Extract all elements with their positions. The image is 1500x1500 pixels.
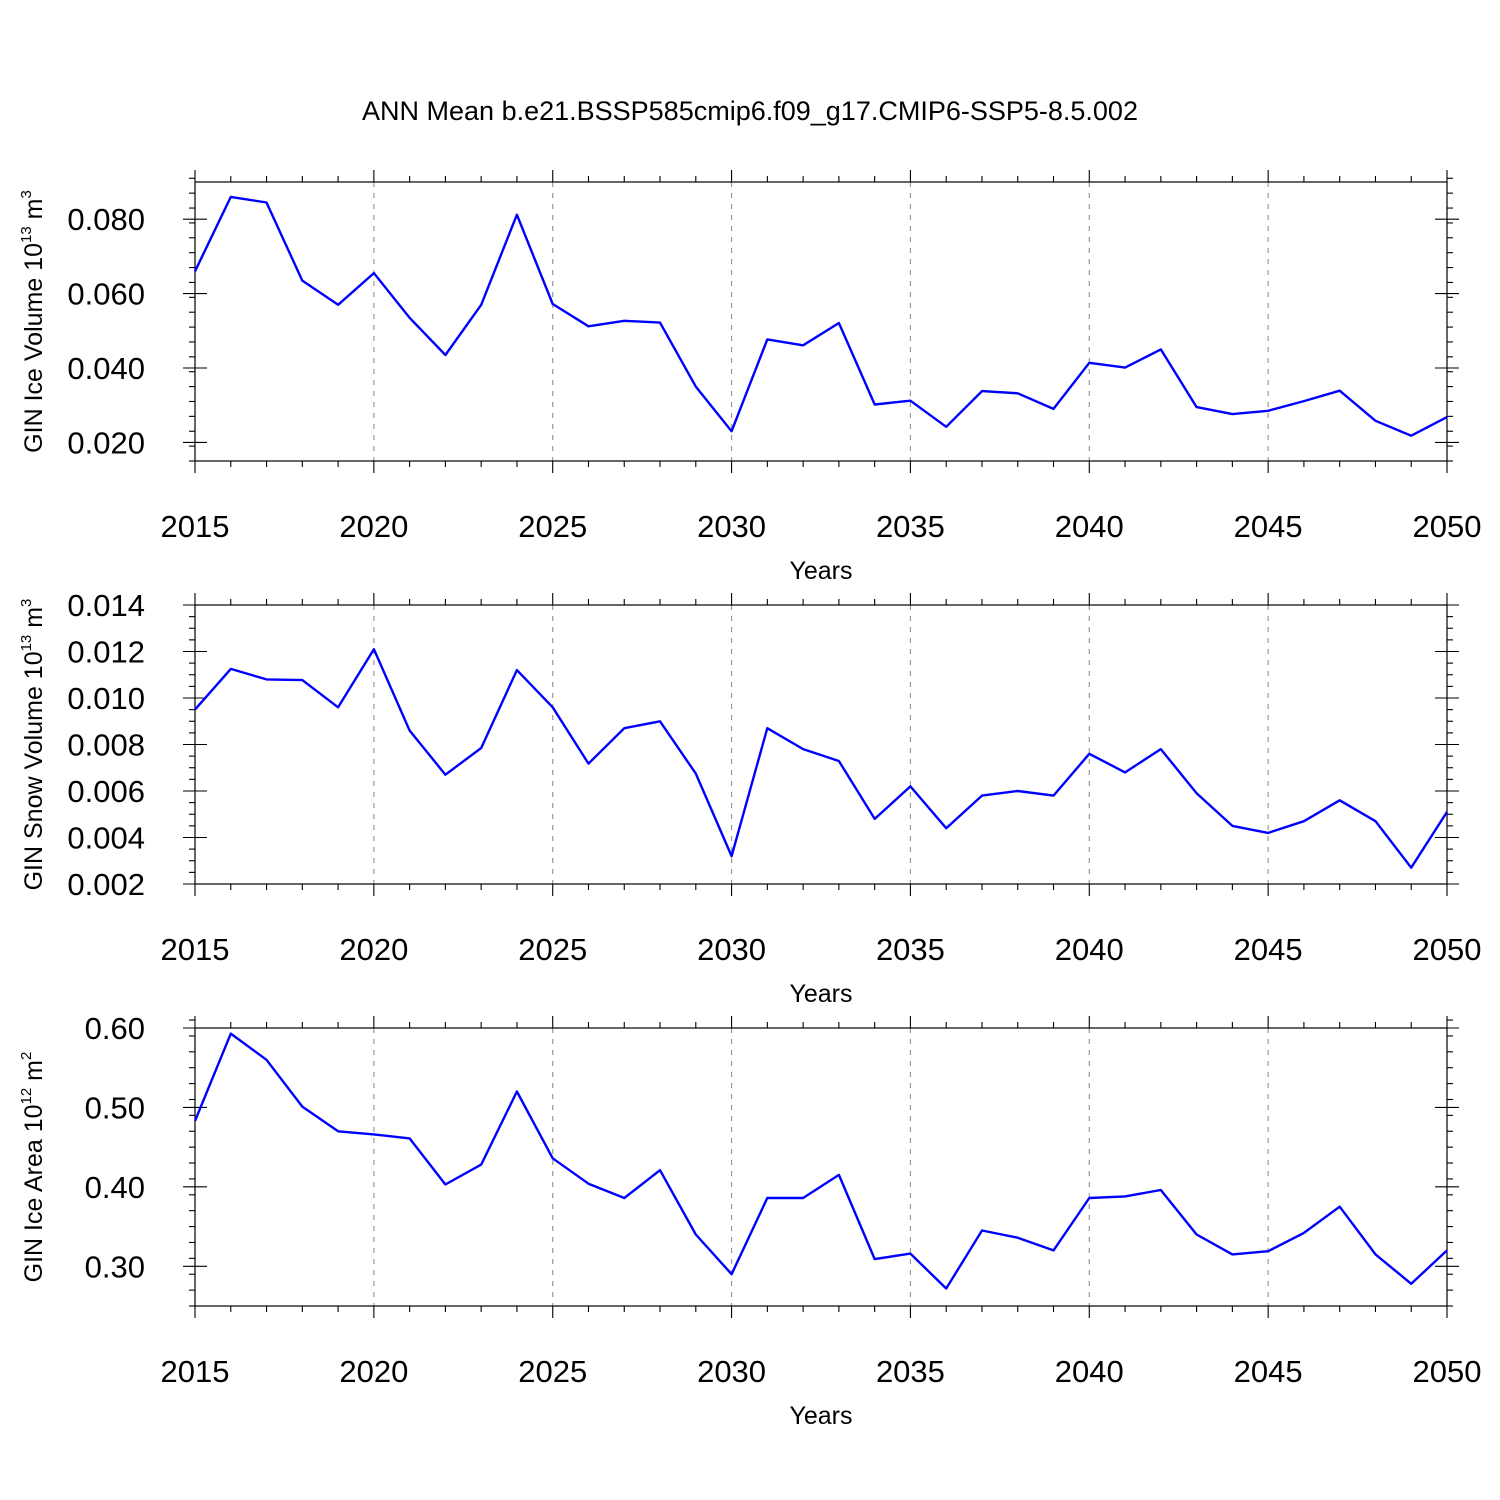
figure-title: ANN Mean b.e21.BSSP585cmip6.f09_g17.CMIP…: [362, 96, 1138, 126]
y-axis-title-unit-exponent: 3: [18, 599, 35, 607]
y-tick-label: 0.60: [85, 1011, 145, 1046]
x-tick-label: 2045: [1234, 1354, 1303, 1389]
x-axis-title: Years: [789, 557, 852, 585]
y-axis-title-unit: m: [20, 199, 48, 227]
y-axis-title-text: GIN Snow Volume 10: [20, 651, 48, 890]
x-tick-label: 2040: [1055, 509, 1124, 544]
x-tick-label: 2045: [1234, 932, 1303, 967]
x-axis-title: Years: [789, 1402, 852, 1430]
series-line: [193, 1032, 1448, 1290]
y-axis-title-text: GIN Ice Volume 10: [20, 243, 48, 453]
y-tick-label: 0.080: [67, 202, 145, 237]
x-tick-label: 2020: [339, 509, 408, 544]
y-axis-title: GIN Ice Area 1012 m2: [18, 1052, 48, 1283]
x-tick-label: 2025: [518, 932, 587, 967]
x-tick-label: 2030: [697, 932, 766, 967]
x-tick-label: 2045: [1234, 509, 1303, 544]
panel-2: 0.002 0.004 0.006 0.008 0.010 0.012 0.014 2015 2…: [18, 588, 1481, 1008]
x-tick-label: 2035: [876, 932, 945, 967]
panel-3: 0.30 0.40 0.50 0.60 2015 2020 2025 2030 2035 2040…: [18, 1011, 1481, 1430]
x-tick-label: 2020: [339, 1354, 408, 1389]
x-tick-label: 2015: [161, 1354, 230, 1389]
panel-1: 0.020 0.040 0.060 0.080 2015 2020 2025 2030 2035…: [18, 170, 1481, 585]
x-tick-label: 2040: [1055, 932, 1124, 967]
y-tick-label: 0.40: [85, 1170, 145, 1205]
y-tick-label: 0.012: [67, 635, 145, 670]
y-axis-title-unit-exponent: 3: [18, 190, 35, 198]
y-tick-label: 0.004: [67, 821, 145, 856]
y-axis-title-text: GIN Ice Area 10: [20, 1104, 48, 1282]
y-tick-label: 0.014: [67, 588, 145, 623]
x-tick-label: 2040: [1055, 1354, 1124, 1389]
x-tick-label: 2020: [339, 932, 408, 967]
y-axis-title-unit-exponent: 2: [18, 1052, 35, 1060]
x-axis-title: Years: [789, 980, 852, 1008]
x-tick-label: 2050: [1413, 1354, 1482, 1389]
series-line: [193, 195, 1448, 437]
y-tick-label: 0.020: [67, 425, 145, 460]
y-axis-title-exponent: 13: [18, 635, 35, 652]
x-tick-label: 2050: [1413, 509, 1482, 544]
y-axis-title-exponent: 13: [18, 226, 35, 243]
panels: 0.020 0.040 0.060 0.080 2015 2020 2025 2030 2035…: [18, 170, 1481, 1430]
x-tick-label: 2035: [876, 509, 945, 544]
y-axis-title: GIN Ice Volume 1013 m3: [18, 190, 48, 453]
y-tick-label: 0.008: [67, 728, 145, 763]
x-tick-label: 2050: [1413, 932, 1482, 967]
y-tick-label: 0.006: [67, 774, 145, 809]
x-tick-label: 2025: [518, 1354, 587, 1389]
x-tick-label: 2015: [161, 932, 230, 967]
y-axis-title-unit: m: [20, 607, 48, 635]
y-axis-title-unit: m: [20, 1060, 48, 1088]
x-tick-label: 2015: [161, 509, 230, 544]
y-axis-title-exponent: 12: [18, 1088, 35, 1105]
y-tick-label: 0.040: [67, 351, 145, 386]
y-axis-title: GIN Snow Volume 1013 m3: [18, 599, 48, 891]
series-line: [194, 648, 1449, 869]
y-tick-label: 0.50: [85, 1090, 145, 1125]
plot-frame: [194, 1027, 1448, 1307]
y-tick-label: 0.30: [85, 1249, 145, 1284]
x-tick-label: 2030: [697, 1354, 766, 1389]
x-tick-label: 2025: [518, 509, 587, 544]
plot-frame: [194, 181, 1448, 462]
y-tick-label: 0.060: [67, 277, 145, 312]
y-tick-label: 0.010: [67, 681, 145, 716]
plot-frame: [194, 604, 1448, 885]
x-tick-label: 2030: [697, 509, 766, 544]
x-tick-label: 2035: [876, 1354, 945, 1389]
y-tick-label: 0.002: [67, 867, 145, 902]
